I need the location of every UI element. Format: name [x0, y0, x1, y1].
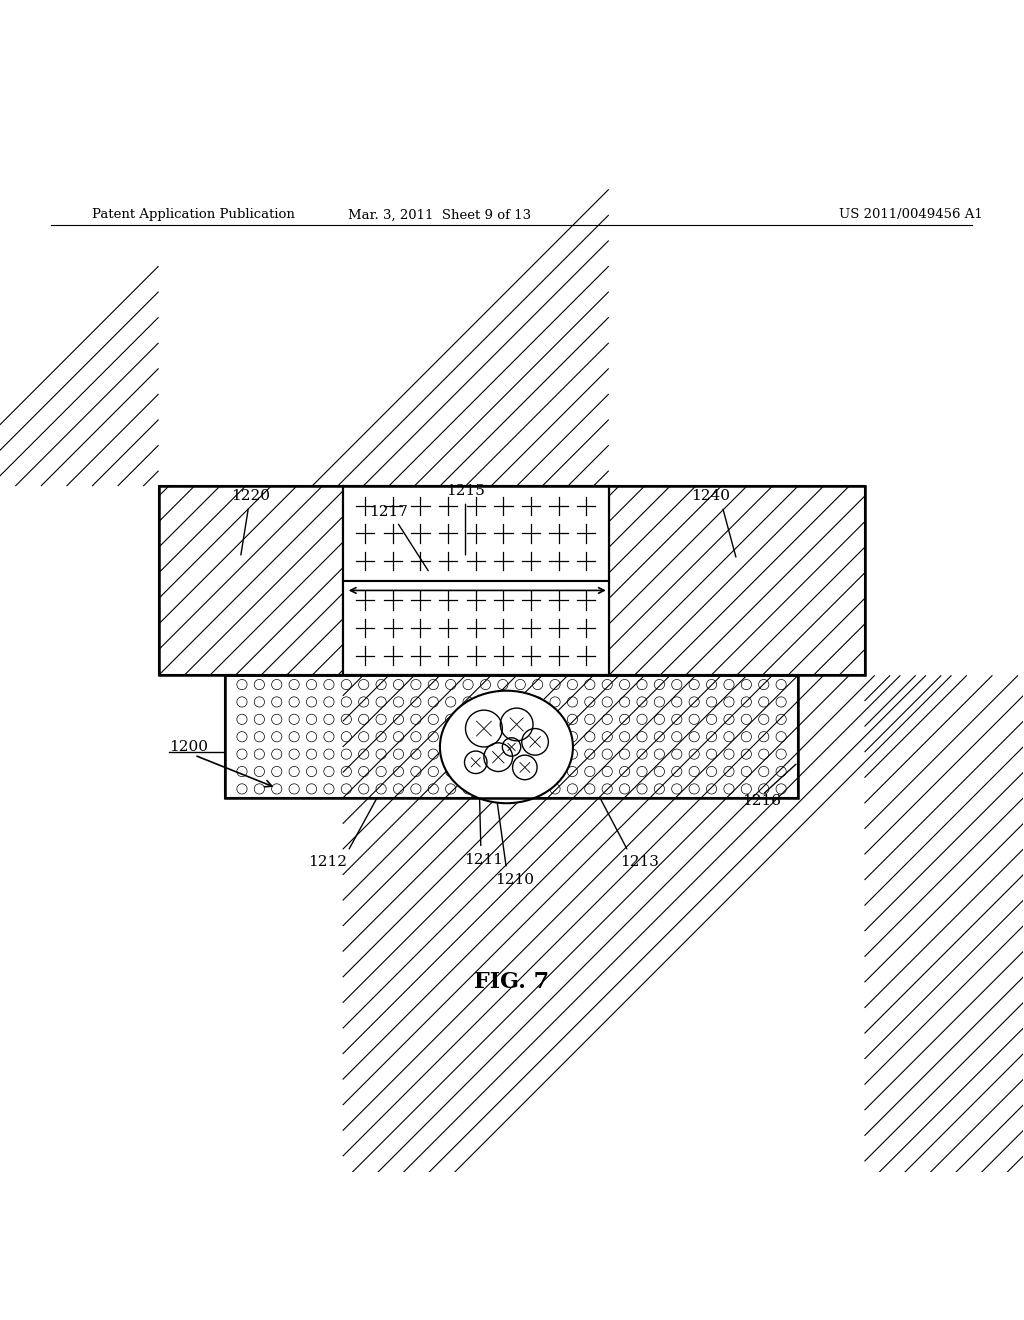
- Text: Patent Application Publication: Patent Application Publication: [92, 209, 295, 222]
- Text: 1217: 1217: [370, 504, 409, 519]
- Text: FIG. 7: FIG. 7: [474, 972, 549, 993]
- Text: 1240: 1240: [691, 490, 730, 503]
- Bar: [225, 676, 798, 799]
- Bar: [343, 486, 608, 581]
- Text: Mar. 3, 2011  Sheet 9 of 13: Mar. 3, 2011 Sheet 9 of 13: [348, 209, 531, 222]
- Text: 1200: 1200: [169, 741, 208, 754]
- Text: 1215: 1215: [446, 484, 485, 498]
- Text: 1213: 1213: [620, 854, 658, 869]
- Text: 1212: 1212: [308, 854, 347, 869]
- Text: 1210: 1210: [496, 873, 535, 887]
- Bar: [225, 676, 798, 799]
- Bar: [159, 486, 864, 676]
- Text: 1216: 1216: [741, 795, 780, 808]
- Ellipse shape: [440, 690, 573, 804]
- Bar: [159, 486, 343, 676]
- Text: US 2011/0049456 A1: US 2011/0049456 A1: [839, 209, 983, 222]
- Bar: [608, 486, 864, 676]
- Bar: [343, 581, 608, 676]
- Text: 1220: 1220: [231, 490, 270, 503]
- Bar: [343, 486, 608, 676]
- Text: 1211: 1211: [465, 853, 504, 866]
